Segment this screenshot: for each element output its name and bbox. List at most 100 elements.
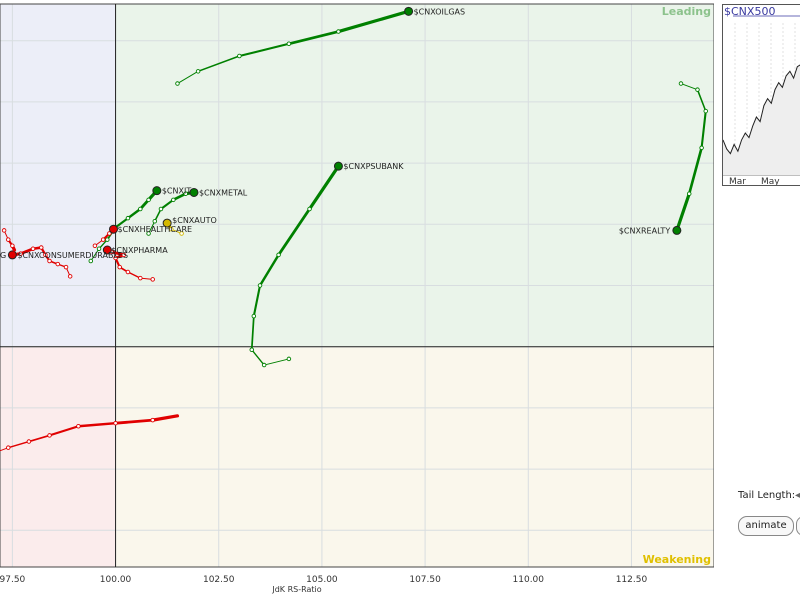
trail-segment — [48, 425, 80, 437]
symbol-label: $CNXCONSUMERDURABLES — [17, 251, 128, 260]
trail-segment — [252, 284, 262, 318]
trail-point — [117, 264, 122, 270]
trail-point — [18, 251, 23, 256]
trail-point — [286, 356, 292, 362]
trail-point — [257, 283, 263, 288]
trail-point — [276, 252, 281, 258]
trail-point — [76, 424, 81, 429]
trail-segment — [90, 248, 100, 262]
trail-segment — [680, 83, 698, 91]
mini-chart-plot: Mar May — [722, 15, 800, 187]
label-layer: $CNXOILGAS $CNXREALTY $CNXPSUBANK $CNXIT $CN… — [17, 7, 670, 260]
mini-month-label: May — [761, 177, 780, 185]
trail-segment — [176, 70, 199, 85]
trail-point — [6, 445, 11, 450]
trail-segment — [159, 198, 175, 211]
symbol-label: $CNXIT — [162, 187, 192, 196]
trail-point — [150, 277, 155, 282]
trail-segment — [114, 217, 129, 229]
trail-segment — [263, 358, 290, 366]
tail-length-slider[interactable]: ◂ — [795, 490, 800, 501]
symbol-label: $CNXMETAL — [199, 188, 248, 197]
trail-point — [286, 41, 292, 47]
x-tick-label: 97.50 — [0, 575, 26, 585]
trail-point — [105, 237, 110, 242]
trail-point — [678, 81, 684, 86]
quadrant-leading — [115, 4, 715, 347]
symbol-label: $CNXHEALTHCARE — [117, 225, 192, 234]
trail-segment — [307, 164, 341, 211]
trail-point — [113, 420, 118, 426]
trail-point — [183, 191, 188, 196]
tail-length-label: Tail Length: — [738, 490, 796, 501]
trail-point — [152, 218, 158, 224]
trail-point — [39, 245, 44, 250]
trail-point — [175, 81, 180, 86]
x-tick-label: 110.00 — [513, 575, 545, 585]
trail-point — [699, 145, 704, 151]
x-tick-label: 105.00 — [306, 575, 338, 585]
trail-point — [158, 206, 164, 212]
trail-point — [237, 53, 242, 59]
trail-segment — [28, 434, 51, 443]
trail-point — [26, 439, 32, 444]
trail-segment — [197, 55, 241, 73]
quadrant-weakening — [115, 346, 715, 567]
series-layer — [0, 6, 708, 452]
trail-segment — [675, 192, 691, 233]
trail-segment — [258, 253, 280, 287]
trail-point — [336, 29, 341, 34]
trail-point — [92, 243, 98, 248]
trail-point — [125, 215, 131, 221]
trail-point — [121, 252, 127, 258]
trail-point — [146, 231, 151, 236]
trail-point — [55, 261, 61, 267]
symbol-label: $CNXREALTY — [619, 226, 670, 235]
trail-point — [10, 243, 15, 248]
x-tick-label: 102.50 — [203, 575, 235, 585]
symbol-label: $CNXPSUBANK — [343, 162, 404, 171]
trail-segment — [151, 414, 180, 422]
trail-point — [113, 255, 118, 261]
quadrant-label-leading: Leading — [662, 5, 711, 18]
trail-point — [96, 246, 102, 252]
trail-segment — [277, 207, 311, 257]
symbol-label: $CNXPHARMA — [111, 246, 168, 255]
trail-segment — [77, 421, 117, 428]
trail-point — [63, 264, 69, 270]
trail-segment — [287, 30, 340, 46]
symbol-label: $CNXAUTO — [172, 216, 217, 225]
head-point — [7, 250, 17, 260]
trail-segment — [250, 315, 255, 351]
trail-point — [261, 362, 267, 368]
trail-segment — [127, 271, 142, 279]
trail-point — [251, 313, 257, 319]
x-tick-label: 100.00 — [100, 575, 132, 585]
trail-segment — [126, 207, 142, 220]
trail-point — [100, 237, 106, 242]
trail-segment — [336, 9, 411, 34]
x-tick-label: 112.50 — [616, 575, 648, 585]
mini-line — [722, 64, 800, 155]
animate-button[interactable]: animate — [738, 516, 794, 536]
trail-point — [686, 191, 692, 196]
trail-segment — [153, 208, 162, 223]
quadrant-improving — [0, 4, 116, 347]
trail-segment — [172, 192, 188, 202]
head-point — [672, 225, 682, 235]
trail-point — [195, 69, 201, 74]
head-point — [404, 6, 414, 16]
trail-segment — [148, 220, 156, 234]
trail-point — [169, 226, 174, 232]
trail-point — [146, 197, 151, 203]
trail-point — [695, 87, 700, 92]
x-tick-label: 107.50 — [409, 575, 441, 585]
trail-point — [703, 108, 708, 114]
trail-point — [6, 237, 11, 242]
trail-point — [47, 258, 52, 264]
x-axis-title: JdK RS-Ratio — [271, 585, 321, 594]
quadrant-backgrounds — [0, 4, 715, 567]
trail-point — [30, 246, 36, 252]
head-point — [108, 224, 118, 234]
